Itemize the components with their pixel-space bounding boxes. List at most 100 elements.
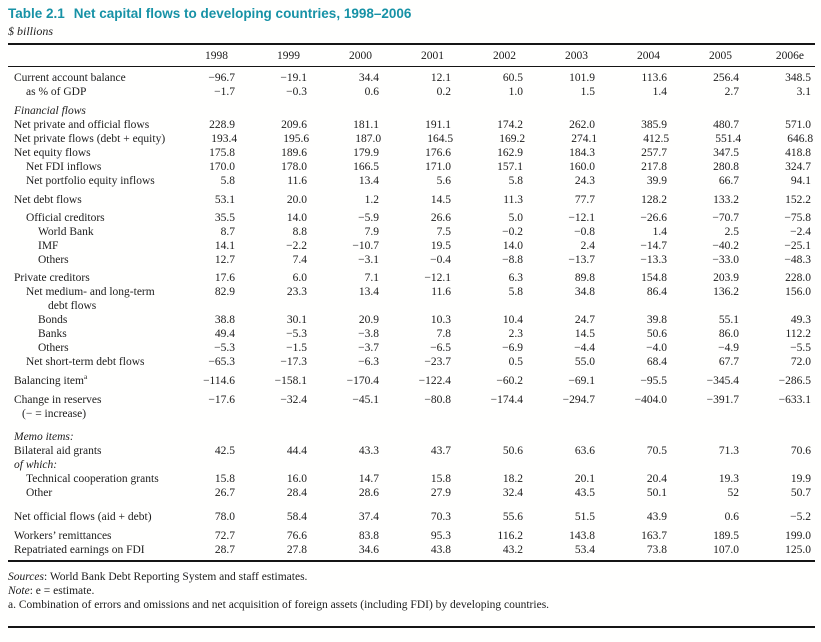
table-row: Current account balance −96.7 −19.1 34.4 12.…: [8, 71, 815, 85]
cell-value: 256.4: [713, 72, 739, 84]
cell-value: −69.1: [568, 375, 595, 387]
cell-value: 348.5: [785, 72, 811, 84]
cell-value: 347.5: [713, 147, 739, 159]
cell-value: 324.7: [785, 161, 811, 173]
cell-value: 24.3: [574, 175, 595, 187]
cell-value: 12.1: [430, 72, 451, 84]
cell-value: 82.9: [214, 286, 235, 298]
row-label: Balancing itema: [14, 372, 88, 387]
cell-value: 5.6: [436, 175, 451, 187]
cell-value: −19.1: [280, 72, 307, 84]
row-label: Net FDI inflows: [26, 161, 102, 173]
cell-value: 95.3: [430, 530, 451, 542]
cell-value: −170.4: [346, 375, 379, 387]
table-row: Financial flows: [8, 104, 815, 118]
row-label: Private creditors: [14, 272, 90, 284]
cell-value: 72.0: [790, 356, 811, 368]
row-label: Bilateral aid grants: [14, 445, 102, 457]
row-label: Repatriated earnings on FDI: [14, 544, 145, 556]
cell-value: −5.3: [214, 342, 235, 354]
cell-value: 68.4: [646, 356, 667, 368]
cell-value: 71.3: [718, 445, 739, 457]
cell-value: 44.4: [286, 445, 307, 457]
cell-value: 164.5: [427, 133, 454, 145]
cell-value: 43.7: [430, 445, 451, 457]
cell-value: 2.7: [724, 86, 739, 98]
table-row: Net private and official flows 228.9 209.6…: [8, 118, 815, 132]
cell-value: −26.6: [640, 212, 667, 224]
cell-value: 128.2: [641, 194, 667, 206]
row-label: Financial flows: [14, 105, 86, 117]
row-label: Net equity flows: [14, 147, 91, 159]
cell-value: 385.9: [641, 119, 667, 131]
rule-top: [8, 43, 815, 45]
cell-value: 14.0: [286, 212, 307, 224]
cell-value: 14.7: [358, 473, 379, 485]
cell-value: 5.8: [220, 175, 235, 187]
row-label: Others: [38, 342, 69, 354]
cell-value: −6.3: [358, 356, 379, 368]
cell-value: 50.6: [646, 328, 667, 340]
cell-value: 171.0: [425, 161, 451, 173]
table-row: Net debt flows 53.1 20.0 1.2 14.5 11.3 77.7 128…: [8, 193, 815, 207]
cell-value: 193.4: [211, 133, 238, 145]
cell-value: 6.3: [508, 272, 523, 284]
cell-value: −13.3: [640, 254, 667, 266]
table-title: Table 2.1 Net capital flows to developing…: [8, 6, 815, 22]
cell-value: 20.9: [358, 314, 379, 326]
footnote-note-text: : e = estimate.: [29, 585, 95, 597]
cell-value: 174.2: [497, 119, 523, 131]
cell-value: 70.6: [790, 445, 811, 457]
cell-value: 646.8: [787, 133, 814, 145]
row-label: of which:: [14, 459, 58, 471]
cell-value: 58.4: [286, 511, 307, 523]
cell-value: 49.4: [214, 328, 235, 340]
cell-value: 43.9: [646, 511, 667, 523]
cell-value: 8.8: [292, 226, 307, 238]
row-label: Banks: [38, 328, 67, 340]
row-label: Bonds: [38, 314, 68, 326]
table-row: Other 26.7 28.4 28.6 27.9 32.4 43.5 50.1 52 50.7: [8, 486, 815, 500]
cell-value: 133.2: [713, 194, 739, 206]
cell-value: 43.8: [430, 544, 451, 556]
cell-value: −3.8: [358, 328, 379, 340]
cell-value: 24.7: [574, 314, 595, 326]
cell-value: 2.3: [508, 328, 523, 340]
cell-value: 18.2: [502, 473, 523, 485]
table-number: Table 2.1: [8, 6, 65, 21]
table-row: Change in reserves (− = increase) −17.6 −32…: [8, 393, 815, 421]
table-title-text: Net capital flows to developing countrie…: [73, 6, 412, 21]
cell-value: 35.5: [214, 212, 235, 224]
cell-value: 39.9: [646, 175, 667, 187]
cell-value: 43.2: [502, 544, 523, 556]
cell-value: −95.5: [640, 375, 667, 387]
cell-value: 113.6: [641, 72, 667, 84]
cell-value: 15.8: [430, 473, 451, 485]
cell-value: −174.4: [490, 394, 523, 406]
cell-value: 38.8: [214, 314, 235, 326]
cell-value: 166.5: [353, 161, 379, 173]
row-label: Other: [26, 487, 53, 499]
cell-value: −45.1: [352, 394, 379, 406]
table-header-row: 1998 1999 2000 2001 2002 2003 2004 2005 2006e: [8, 45, 815, 66]
cell-value: −0.4: [430, 254, 451, 266]
table-row: Others −5.3 −1.5 −3.7 −6.5 −6.9 −4.4 −4.0 −4.9 −5…: [8, 341, 815, 355]
table-row: Net medium- and long-term debt flows 82.9 2…: [8, 285, 815, 313]
cell-value: 176.6: [425, 147, 451, 159]
cell-value: −114.6: [203, 375, 235, 387]
cell-value: 187.0: [355, 133, 382, 145]
cell-value: 28.7: [214, 544, 235, 556]
cell-value: 50.6: [502, 445, 523, 457]
row-label: World Bank: [38, 226, 94, 238]
cell-value: 26.7: [214, 487, 235, 499]
cell-value: 20.0: [286, 194, 307, 206]
cell-value: −3.7: [358, 342, 379, 354]
cell-value: 195.6: [283, 133, 310, 145]
cell-value: 28.4: [286, 487, 307, 499]
table-row: Bonds 38.8 30.1 20.9 10.3 10.4 24.7 39.8 55.1 49.…: [8, 313, 815, 327]
cell-value: 20.1: [574, 473, 595, 485]
column-header-year: 1998: [205, 49, 228, 62]
footnote-note-label: Note: [8, 585, 30, 597]
cell-value: 20.4: [646, 473, 667, 485]
